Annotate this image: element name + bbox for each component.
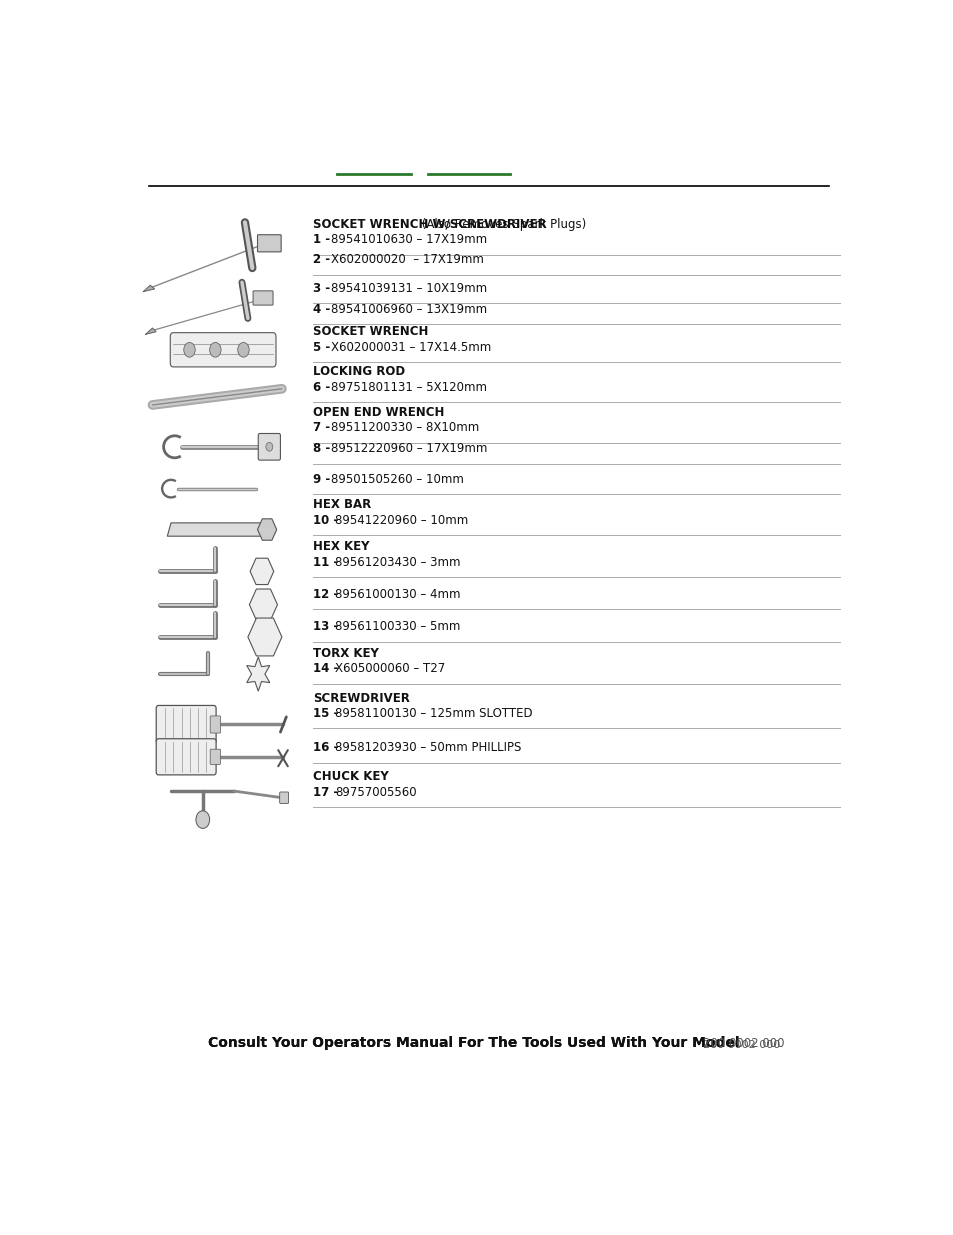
Text: 89512220960 – 17X19mm: 89512220960 – 17X19mm	[331, 442, 487, 456]
Text: LOCKING ROD: LOCKING ROD	[313, 366, 405, 378]
FancyBboxPatch shape	[156, 739, 216, 774]
Text: Consult Your Operators Manual For The Tools Used With Your Model: Consult Your Operators Manual For The To…	[208, 1036, 740, 1050]
Text: 16 -: 16 -	[313, 741, 338, 753]
Text: 9 -: 9 -	[313, 473, 330, 485]
Polygon shape	[247, 657, 270, 692]
Text: HEX KEY: HEX KEY	[313, 540, 369, 553]
FancyBboxPatch shape	[279, 792, 288, 804]
Text: SOCKET WRENCH W/SCREWDRIVER: SOCKET WRENCH W/SCREWDRIVER	[313, 217, 546, 231]
Text: 200 0002 000: 200 0002 000	[702, 1040, 780, 1050]
Text: 89561203430 – 3mm: 89561203430 – 3mm	[335, 556, 460, 568]
Text: 89581203930 – 50mm PHILLIPS: 89581203930 – 50mm PHILLIPS	[335, 741, 521, 753]
Text: 14 -: 14 -	[313, 662, 338, 676]
Circle shape	[210, 342, 221, 357]
Text: X602000020  – 17X19mm: X602000020 – 17X19mm	[331, 253, 483, 266]
Circle shape	[184, 342, 195, 357]
Text: CHUCK KEY: CHUCK KEY	[313, 771, 388, 783]
Text: 11 -: 11 -	[313, 556, 338, 568]
Text: 17 -: 17 -	[313, 785, 338, 799]
Text: 4 -: 4 -	[313, 303, 330, 316]
Text: 8 -: 8 -	[313, 442, 330, 456]
Text: 89581100130 – 125mm SLOTTED: 89581100130 – 125mm SLOTTED	[335, 706, 532, 720]
Text: 89501505260 – 10mm: 89501505260 – 10mm	[331, 473, 463, 485]
Text: 89511200330 – 8X10mm: 89511200330 – 8X10mm	[331, 421, 478, 435]
Text: 2 -: 2 -	[313, 253, 330, 266]
Circle shape	[237, 342, 249, 357]
Text: 89561100330 – 5mm: 89561100330 – 5mm	[335, 620, 460, 634]
Polygon shape	[145, 329, 156, 335]
FancyBboxPatch shape	[170, 332, 275, 367]
Text: 13 -: 13 -	[313, 620, 338, 634]
Text: SCREWDRIVER: SCREWDRIVER	[313, 692, 410, 704]
Text: 5 -: 5 -	[313, 341, 330, 353]
FancyBboxPatch shape	[257, 235, 281, 252]
Polygon shape	[257, 519, 276, 540]
Text: 89541010630 – 17X19mm: 89541010630 – 17X19mm	[331, 233, 487, 246]
FancyBboxPatch shape	[253, 291, 273, 305]
Text: 89751801131 – 5X120mm: 89751801131 – 5X120mm	[331, 380, 487, 394]
Text: X602000031 – 17X14.5mm: X602000031 – 17X14.5mm	[331, 341, 491, 353]
Text: OPEN END WRENCH: OPEN END WRENCH	[313, 406, 444, 419]
Text: X605000060 – T27: X605000060 – T27	[335, 662, 445, 676]
Text: 89757005560: 89757005560	[335, 785, 416, 799]
Text: (Also Removes Spark Plugs): (Also Removes Spark Plugs)	[417, 217, 585, 231]
Polygon shape	[143, 285, 154, 291]
Circle shape	[195, 810, 210, 829]
Text: 89541220960 – 10mm: 89541220960 – 10mm	[335, 514, 468, 526]
Text: TORX KEY: TORX KEY	[313, 647, 378, 659]
Text: 10 -: 10 -	[313, 514, 338, 526]
FancyBboxPatch shape	[258, 433, 280, 461]
FancyBboxPatch shape	[210, 750, 220, 764]
Text: 89561000130 – 4mm: 89561000130 – 4mm	[335, 588, 460, 601]
Text: 3 -: 3 -	[313, 282, 330, 295]
Text: 1 -: 1 -	[313, 233, 330, 246]
Circle shape	[266, 442, 273, 451]
Text: 89541006960 – 13X19mm: 89541006960 – 13X19mm	[331, 303, 487, 316]
Text: 15 -: 15 -	[313, 706, 338, 720]
Polygon shape	[250, 558, 274, 584]
Text: 6 -: 6 -	[313, 380, 330, 394]
Text: 89541039131 – 10X19mm: 89541039131 – 10X19mm	[331, 282, 487, 295]
Polygon shape	[249, 589, 277, 620]
Text: 200 0002 000: 200 0002 000	[702, 1036, 784, 1050]
Text: SOCKET WRENCH: SOCKET WRENCH	[313, 325, 428, 338]
Text: Consult Your Operators Manual For The Tools Used With Your Model: Consult Your Operators Manual For The To…	[208, 1036, 740, 1050]
Text: 7 -: 7 -	[313, 421, 330, 435]
Text: HEX BAR: HEX BAR	[313, 499, 371, 511]
FancyBboxPatch shape	[156, 705, 216, 743]
Polygon shape	[248, 618, 282, 656]
Text: 12 -: 12 -	[313, 588, 338, 601]
FancyBboxPatch shape	[210, 716, 220, 734]
Polygon shape	[167, 522, 267, 536]
